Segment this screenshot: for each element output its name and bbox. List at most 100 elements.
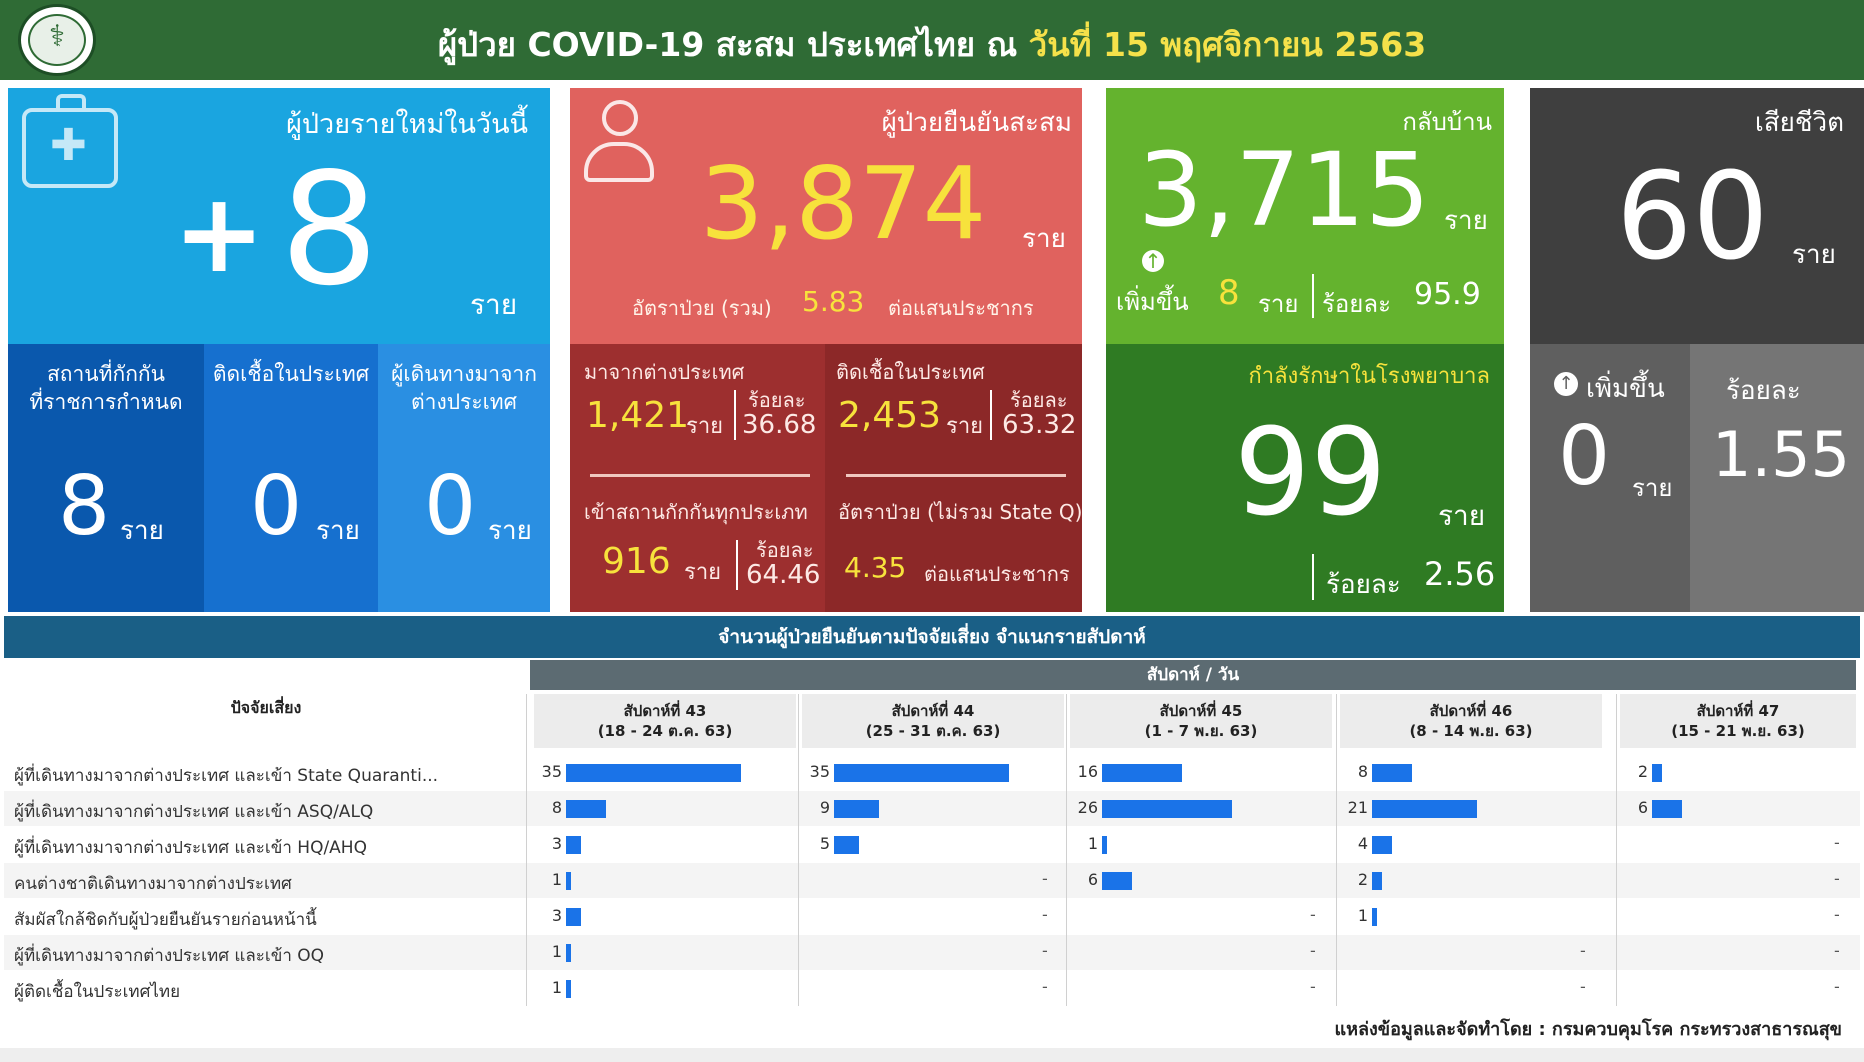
cell-bar [834, 800, 879, 818]
footer-strip [0, 1048, 1864, 1062]
cell-bar [566, 980, 571, 998]
week-header: สัปดาห์ที่ 44 (25 - 31 ต.ค. 63) [802, 694, 1064, 748]
empty-cell: - [1310, 941, 1316, 960]
cell-value: 26 [1077, 798, 1098, 817]
deaths-panel: เสียชีวิต 60 ราย [1530, 88, 1864, 344]
cell-value: 4 [1357, 834, 1368, 853]
deaths-pct-value: 1.55 [1712, 418, 1851, 491]
abroad-pct-value: 36.68 [742, 410, 817, 440]
recovered-pct-label: ร้อยละ [1322, 290, 1391, 318]
hospitalized-panel: กำลังรักษาในโรงพยาบาล 99 ราย ร้อยละ 2.56 [1106, 344, 1504, 612]
cell-value: 35 [809, 762, 830, 781]
recovered-inc-value: 8 [1218, 273, 1240, 313]
table-row: ผู้ที่เดินทางมาจากต่างประเทศ และเข้า OQ 1… [4, 935, 1860, 970]
abroad-unit: ราย [686, 414, 724, 439]
cell-bar [566, 944, 571, 962]
recovered-panel: กลับบ้าน 3,715 ราย ↑ เพิ่มขึ้น 8 ราย ร้อ… [1106, 88, 1504, 344]
cell-bar [1102, 836, 1107, 854]
quarantine-cum-pct-label: ร้อยละ [756, 538, 814, 562]
cell-value: 1 [551, 870, 562, 889]
cell-value: 3 [551, 906, 562, 925]
rate-ex-suffix: ต่อแสนประชากร [924, 562, 1070, 586]
domestic-cum-pct-label: ร้อยละ [1010, 388, 1068, 412]
cell-bar [1102, 764, 1182, 782]
quarantine-cum-unit: ราย [684, 560, 722, 585]
quarantine-value: 8 [58, 459, 111, 554]
cell-value: 21 [1347, 798, 1368, 817]
week-header: สัปดาห์ที่ 46 (8 - 14 พ.ย. 63) [1340, 694, 1602, 748]
confirmed-value: 3,874 [700, 145, 987, 262]
table-row: สัมผัสใกล้ชิดกับผู้ป่วยยืนยันรายก่อนหน้า… [4, 899, 1860, 934]
quarantine-cum-pct-value: 64.46 [746, 560, 821, 590]
cell-value: 1 [551, 942, 562, 961]
cell-value: 8 [551, 798, 562, 817]
empty-cell: - [1310, 977, 1316, 996]
cell-bar [1102, 872, 1132, 890]
empty-cell: - [1580, 941, 1586, 960]
cell-bar [1372, 872, 1382, 890]
risk-factor-label: ผู้ที่เดินทางมาจากต่างประเทศ และเข้า OQ [14, 946, 325, 966]
risk-table-title: จำนวนผู้ป่วยยืนยันตามปัจจัยเสี่ยง จำแนกร… [4, 616, 1860, 658]
cell-bar [1102, 800, 1232, 818]
cell-value: 8 [1357, 762, 1368, 781]
deaths-unit: ราย [1792, 240, 1836, 270]
column-divider [1336, 694, 1337, 1006]
column-divider [798, 694, 799, 1006]
cell-value: 6 [1087, 870, 1098, 889]
week-header: สัปดาห์ที่ 45 (1 - 7 พ.ย. 63) [1070, 694, 1332, 748]
table-row: ผู้ที่เดินทางมาจากต่างประเทศ และเข้า HQ/… [4, 827, 1860, 862]
deaths-inc-value: 0 [1558, 409, 1611, 504]
domestic-cum-pct-value: 63.32 [1002, 410, 1077, 440]
hospitalized-unit: ราย [1438, 499, 1486, 532]
risk-factor-label: ผู้ที่เดินทางมาจากต่างประเทศ และเข้า ASQ… [14, 802, 374, 822]
quarantine-cum-value: 916 [602, 541, 671, 582]
person-icon [584, 100, 654, 190]
cell-value: 5 [819, 834, 830, 853]
new-cases-plus: + [173, 169, 266, 297]
week-group-header: สัปดาห์ / วัน [530, 660, 1856, 690]
new-cases-domestic-panel: ติดเชื้อในประเทศ 0 ราย [204, 344, 378, 612]
column-divider [526, 694, 527, 1006]
travelers-value: 0 [424, 459, 477, 554]
rate-ex-label: อัตราป่วย (ไม่รวม State Q) [838, 500, 1082, 524]
domestic-label: ติดเชื้อในประเทศ [212, 362, 370, 386]
cell-bar [1372, 764, 1412, 782]
recovered-unit: ราย [1444, 206, 1488, 236]
cell-bar [1372, 836, 1392, 854]
cell-value: 1 [1087, 834, 1098, 853]
new-cases-value: 8 [280, 139, 379, 320]
domestic-cum-value: 2,453 [838, 395, 942, 436]
empty-cell: - [1834, 977, 1840, 996]
empty-cell: - [1834, 869, 1840, 888]
cell-bar [566, 872, 571, 890]
empty-cell: - [1042, 869, 1048, 888]
confirmed-rate-suffix: ต่อแสนประชากร [888, 296, 1034, 320]
deaths-breakdown-panel: ↑ เพิ่มขึ้น 0 ราย ร้อยละ 1.55 [1530, 344, 1864, 612]
confirmed-title: ผู้ป่วยยืนยันสะสม [881, 108, 1072, 138]
cell-bar [1652, 764, 1662, 782]
domestic-cum-unit: ราย [946, 414, 984, 439]
page-title-date: วันที่ 15 พฤศจิกายน 2563 [1028, 25, 1427, 64]
empty-cell: - [1042, 977, 1048, 996]
cell-value: 35 [541, 762, 562, 781]
cell-bar [1372, 800, 1477, 818]
deaths-value: 60 [1616, 148, 1769, 287]
empty-cell: - [1834, 941, 1840, 960]
source-note: แหล่งข้อมูลและจัดทำโดย : กรมควบคุมโรค กร… [1334, 1019, 1842, 1040]
confirmed-breakdown-panel: มาจากต่างประเทศ 1,421 ราย ร้อยละ 36.68 ต… [570, 344, 1082, 612]
confirmed-unit: ราย [1022, 224, 1066, 254]
risk-factor-header: ปัจจัยเสี่ยง [230, 698, 302, 717]
column-divider [1616, 694, 1617, 1006]
risk-factor-label: คนต่างชาติเดินทางมาจากต่างประเทศ [14, 874, 292, 894]
domestic-unit: ราย [316, 516, 360, 546]
ministry-seal-icon: ⚕ [18, 4, 96, 76]
deaths-pct-label: ร้อยละ [1726, 376, 1801, 406]
deaths-inc-label: เพิ่มขึ้น [1586, 374, 1665, 404]
quarantine-cum-label: เข้าสถานกักกันทุกประเภท [584, 500, 808, 524]
risk-factor-label: ผู้ที่เดินทางมาจากต่างประเทศ และเข้า HQ/… [14, 838, 367, 858]
hospitalized-title: กำลังรักษาในโรงพยาบาล [1248, 364, 1490, 389]
hospitalized-pct-value: 2.56 [1424, 555, 1496, 593]
empty-cell: - [1834, 905, 1840, 924]
empty-cell: - [1042, 941, 1048, 960]
cell-bar [1652, 800, 1682, 818]
